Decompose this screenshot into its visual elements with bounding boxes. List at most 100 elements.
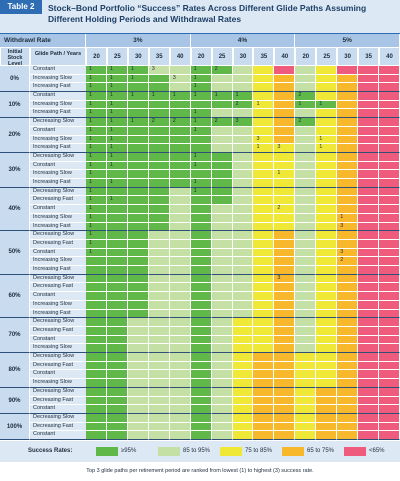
rate-cell (316, 152, 338, 162)
rate-cell (190, 205, 212, 214)
rate-cell (295, 213, 317, 223)
rate-cell (295, 83, 317, 93)
rate-cell: 1 (190, 66, 212, 75)
rate-cell (274, 179, 296, 188)
rate-cell (86, 300, 107, 310)
rate-cell (379, 257, 400, 267)
rate-cell (337, 379, 359, 388)
rate-cell (295, 396, 317, 406)
rate-cell (211, 274, 233, 284)
rate-cell (316, 274, 338, 284)
rate-cell (379, 309, 400, 319)
rate-cell (316, 344, 338, 353)
rate-cell (253, 266, 275, 275)
rate-cell (379, 318, 400, 327)
rate-cell (169, 100, 191, 110)
rate-cell (295, 126, 317, 136)
rate-cell (127, 170, 149, 180)
rate-cell (127, 422, 149, 432)
rate-cell (190, 248, 212, 258)
rate-cell (232, 257, 254, 267)
rate-cell: 2 (148, 118, 170, 127)
rate-cell: 2 (295, 118, 317, 127)
legend-swatch (282, 447, 304, 456)
rate-cell: 1 (86, 161, 107, 171)
stock-level: 100% (0, 413, 30, 440)
rate-cell (148, 109, 170, 119)
rate-cell (211, 205, 233, 214)
rate-cell (211, 100, 233, 110)
rate-cell (316, 187, 338, 197)
rate-cell (337, 196, 359, 206)
rate-cell (127, 179, 149, 188)
rate-cell (253, 109, 275, 119)
rate-cell (232, 179, 254, 188)
rate-cell (232, 266, 254, 275)
stock-level: 50% (0, 231, 30, 275)
rate-cell (169, 361, 191, 371)
rate-cell: 1 (190, 74, 212, 84)
rate-cell (232, 431, 254, 440)
rate-cell: 1 (316, 135, 338, 145)
withdrawal-label: Withdrawl Rate (0, 34, 86, 47)
rate-cell (148, 161, 170, 171)
rate-cell: 1 (86, 152, 107, 162)
rate-cell (274, 187, 296, 197)
rate-cell (316, 422, 338, 432)
rate-cell (127, 135, 149, 145)
rate-cell: 1 (169, 92, 191, 101)
rate-cell: 1 (190, 126, 212, 136)
rate-cell (274, 248, 296, 258)
rate-cell (358, 161, 380, 171)
rate-cell (358, 422, 380, 432)
rate-cell (253, 205, 275, 214)
rate-cell (253, 196, 275, 206)
rate-cell (358, 361, 380, 371)
rate-cell (106, 231, 128, 240)
rate-cell: 1 (190, 83, 212, 93)
glide-path: Decreasing Fast (30, 196, 86, 206)
rate-cell (253, 413, 275, 423)
glide-path: Decreasing Slow (30, 353, 86, 362)
rate-cell (253, 405, 275, 414)
rate-cell (190, 300, 212, 310)
rate-cell (190, 222, 212, 232)
rate-cell (358, 179, 380, 188)
rate-cell (127, 318, 149, 327)
rate-cell (211, 135, 233, 145)
rate-cell (316, 257, 338, 267)
rate-cell (232, 222, 254, 232)
rate-cell (148, 283, 170, 293)
rate-cell (148, 152, 170, 162)
rate-cell (316, 413, 338, 423)
rate-cell (358, 405, 380, 414)
rate-cell: 1 (106, 179, 128, 188)
rate-cell (253, 318, 275, 327)
rate-cell (127, 300, 149, 310)
rate-cell (232, 74, 254, 84)
rate-cell (253, 379, 275, 388)
rate-cell (337, 231, 359, 240)
rate-cell: 1 (86, 239, 107, 249)
glide-path: Increasing Fast (30, 222, 86, 232)
table-title: Stock–Bond Portfolio “Success” Rates Acr… (48, 3, 367, 24)
glide-path: Decreasing Slow (30, 274, 86, 284)
title-bar (0, 0, 400, 34)
rate-cell: 2 (337, 257, 359, 267)
rate-cell (86, 309, 107, 319)
rate-cell (316, 66, 338, 75)
year-header: 35 (358, 47, 380, 66)
rate-cell (358, 239, 380, 249)
rate-cell (379, 152, 400, 162)
rate-cell (127, 248, 149, 258)
rate-cell (358, 379, 380, 388)
rate-cell (295, 187, 317, 197)
glide-path: Decreasing Slow (30, 152, 86, 162)
glide-path: Constant (30, 292, 86, 301)
rate-cell (127, 144, 149, 153)
glide-path: Decreasing Fast (30, 326, 86, 336)
rate-cell (316, 283, 338, 293)
rate-cell: 1 (106, 92, 128, 101)
rate-cell: 1 (86, 144, 107, 153)
rate-cell (127, 161, 149, 171)
